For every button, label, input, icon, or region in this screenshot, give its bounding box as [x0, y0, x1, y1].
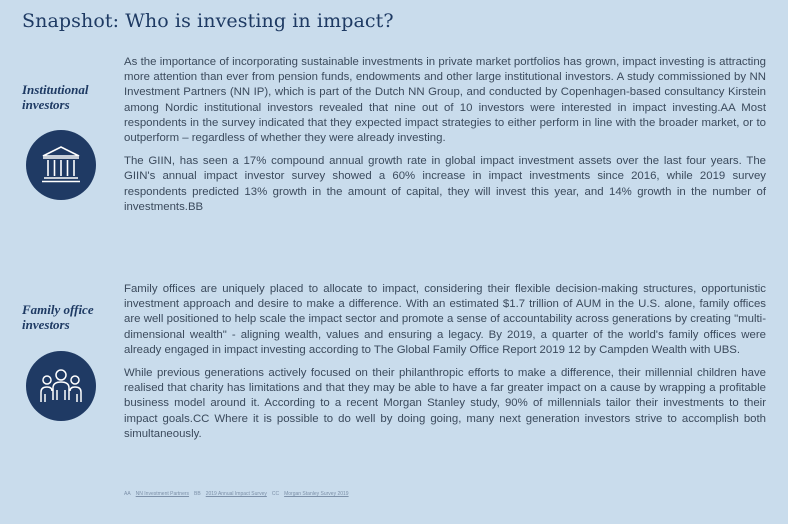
footnote-marker: BB: [194, 491, 201, 497]
family-group-icon: [26, 351, 96, 421]
footnote-link[interactable]: 2019 Annual Impact Survey: [205, 491, 267, 497]
institution-building-icon: [26, 130, 96, 200]
family-office-text: Family offices are uniquely placed to al…: [124, 282, 766, 450]
institutional-text: As the importance of incorporating susta…: [124, 55, 766, 223]
section-label-family-office: Family office investors: [22, 302, 94, 332]
section-label-institutional: Institutional investors: [22, 82, 89, 112]
paragraph: The GIIN, has seen a 17% compound annual…: [124, 155, 766, 213]
footnote-link[interactable]: Morgan Stanley Survey 2019: [284, 491, 349, 497]
footnotes: AA NN Investment Partners BB 2019 Annual…: [124, 491, 349, 497]
footnote-link[interactable]: NN Investment Partners: [135, 491, 190, 497]
paragraph: Family offices are uniquely placed to al…: [124, 283, 766, 356]
page-title: Snapshot: Who is investing in impact?: [22, 10, 394, 32]
footnote-marker: AA: [124, 491, 131, 497]
paragraph: As the importance of incorporating susta…: [124, 56, 766, 145]
paragraph: While previous generations actively focu…: [124, 367, 766, 440]
footnote-marker: CC: [271, 491, 280, 497]
